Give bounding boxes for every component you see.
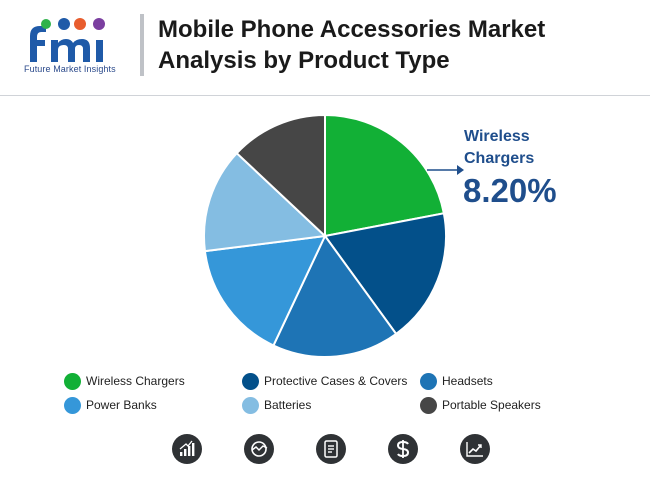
legend-item-portable-speakers: Portable Speakers bbox=[420, 396, 541, 414]
fmi-logo: Future Market Insights bbox=[24, 14, 134, 76]
legend-swatch bbox=[420, 372, 437, 390]
market-analysis-icon[interactable] bbox=[244, 434, 274, 464]
bar-chart-icon[interactable] bbox=[172, 434, 202, 464]
legend-swatch bbox=[242, 372, 259, 390]
callout-label-line-1: Wireless bbox=[464, 128, 530, 145]
legend-label: Batteries bbox=[264, 398, 312, 412]
title-divider bbox=[140, 14, 144, 76]
legend-item-batteries: Batteries bbox=[242, 396, 311, 414]
pie-slice-protective-cases-covers bbox=[323, 212, 447, 336]
dollar-icon[interactable] bbox=[388, 434, 418, 464]
legend-swatch bbox=[64, 396, 81, 414]
legend-label: Headsets bbox=[442, 374, 493, 388]
footer-icon-row bbox=[0, 434, 650, 474]
callout-arrow-icon bbox=[427, 165, 464, 175]
pie-chart bbox=[203, 113, 447, 358]
legend-label: Power Banks bbox=[86, 398, 157, 412]
callout-label-line-2: Chargers bbox=[464, 150, 535, 167]
legend-item-protective-cases-covers: Protective Cases & Covers bbox=[242, 372, 407, 390]
pie-slice-batteries bbox=[203, 151, 328, 253]
callout-value: 8.20% bbox=[463, 172, 557, 209]
legend-swatch bbox=[242, 396, 259, 414]
legend-label: Portable Speakers bbox=[442, 398, 541, 412]
logo-caption: Future Market Insights bbox=[24, 64, 116, 74]
legend-item-wireless-chargers: Wireless Chargers bbox=[64, 372, 185, 390]
fmi-logo-mark bbox=[30, 18, 105, 62]
legend-swatch bbox=[64, 372, 81, 390]
callout-label: Wireless Chargers bbox=[464, 126, 584, 170]
pie-slice-power-banks bbox=[203, 234, 327, 347]
report-document-icon[interactable] bbox=[316, 434, 346, 464]
pie-slice-headsets bbox=[272, 234, 398, 358]
legend-label: Protective Cases & Covers bbox=[264, 374, 408, 388]
header-rule bbox=[0, 95, 650, 96]
legend-label: Wireless Chargers bbox=[86, 374, 185, 388]
header: Future Market Insights Mobile Phone Acce… bbox=[0, 0, 650, 95]
title-line-2: Analysis by Product Type bbox=[158, 47, 450, 74]
legend-item-power-banks: Power Banks bbox=[64, 396, 157, 414]
pie-slice-wireless-chargers bbox=[324, 113, 446, 238]
chart-legend: Wireless Chargers Protective Cases & Cove… bbox=[64, 372, 624, 420]
legend-item-headsets: Headsets bbox=[420, 372, 493, 390]
page-title: Mobile Phone Accessories Market Analysis… bbox=[158, 14, 628, 76]
trend-chart-icon[interactable] bbox=[460, 434, 490, 464]
pie-slice-portable-speakers bbox=[235, 113, 326, 239]
title-line-1: Mobile Phone Accessories Market bbox=[158, 16, 546, 43]
legend-swatch bbox=[420, 396, 437, 414]
